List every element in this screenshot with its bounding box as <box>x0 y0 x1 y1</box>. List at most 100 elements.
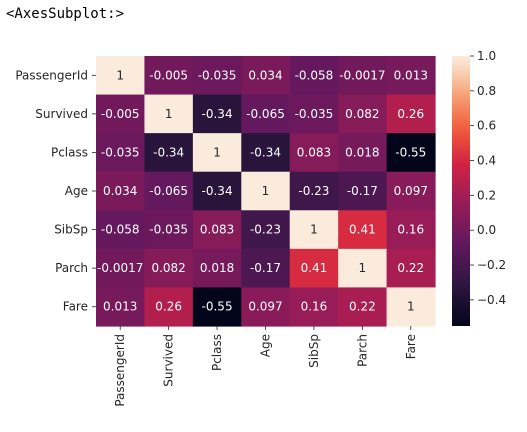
heatmap-cell <box>386 133 436 173</box>
cell-annotation: 0.034 <box>248 68 282 82</box>
heatmap-cell <box>386 56 436 96</box>
cell-annotation: -0.34 <box>153 145 184 159</box>
x-tick-label: SibSp <box>307 334 321 368</box>
heatmap-cell <box>144 287 194 327</box>
cell-annotation: 1 <box>262 184 270 198</box>
cell-annotation: 1 <box>407 300 415 314</box>
heatmap-cell <box>386 248 436 289</box>
cell-annotation: -0.058 <box>295 68 334 82</box>
cell-annotation: 1 <box>116 68 124 82</box>
heatmap-cell <box>192 210 242 250</box>
cell-annotation: 0.013 <box>103 300 137 314</box>
heatmap-cell <box>96 287 146 327</box>
heatmap-cell <box>289 171 339 211</box>
cell-annotation: 0.083 <box>297 145 331 159</box>
heatmap-cell <box>96 56 146 96</box>
cell-annotation: 0.082 <box>345 107 379 121</box>
heatmap-cell <box>96 248 146 289</box>
heatmap-cell <box>144 133 194 173</box>
cell-annotation: 0.41 <box>301 261 328 275</box>
colorbar-tick-label: 1.0 <box>477 49 496 63</box>
y-tick-label: SibSp <box>54 223 88 237</box>
heatmap-cell <box>96 94 146 134</box>
cell-annotation: 0.018 <box>345 145 379 159</box>
x-tick-label: Age <box>259 334 273 357</box>
cell-annotation: 0.018 <box>200 261 234 275</box>
y-tick-label: Survived <box>35 107 88 121</box>
heatmap-cell <box>386 287 436 327</box>
y-tick-label: Pclass <box>51 145 88 159</box>
y-tick-label: PassengerId <box>15 68 88 82</box>
colorbar-tick-label: 0.2 <box>477 188 496 202</box>
cell-annotation: -0.005 <box>149 68 188 82</box>
cell-annotation: -0.55 <box>395 145 426 159</box>
cell-annotation: -0.065 <box>246 107 285 121</box>
heatmap-cell <box>144 94 194 134</box>
cell-annotation: 0.41 <box>349 223 376 237</box>
colorbar-tick-label: 0.0 <box>477 223 496 237</box>
heatmap-cell <box>192 133 242 173</box>
cell-annotation: 0.082 <box>151 261 185 275</box>
x-tick-label: Survived <box>162 334 176 387</box>
cell-annotation: 1 <box>359 261 367 275</box>
cell-annotation: 0.22 <box>397 261 424 275</box>
cell-annotation: 1 <box>310 223 318 237</box>
heatmap-cell <box>241 56 291 96</box>
cell-annotation: 1 <box>213 145 221 159</box>
heatmap-cell <box>338 56 388 96</box>
heatmap-cell <box>96 171 146 211</box>
heatmap-cells: 1 -0.005 -0.035 0.034 -0.058 -0.0017 0.013 -0.0… <box>96 56 436 327</box>
x-tick-label: Fare <box>404 334 418 359</box>
x-tick-labels: PassengerId Survived Pclass Age SibSp Parch Fa… <box>113 325 418 407</box>
colorbar-gradient <box>452 56 470 326</box>
heatmap-cell <box>241 248 291 289</box>
heatmap-cell <box>386 210 436 250</box>
heatmap-cell <box>241 133 291 173</box>
heatmap-cell <box>338 248 388 289</box>
heatmap-cell <box>289 210 339 250</box>
y-tick-label: Age <box>65 184 88 198</box>
cell-annotation: 0.097 <box>248 300 282 314</box>
cell-annotation: -0.23 <box>298 184 329 198</box>
cell-annotation: 0.097 <box>394 184 428 198</box>
heatmap-cell <box>241 210 291 250</box>
cell-annotation: -0.17 <box>250 261 281 275</box>
cell-annotation: -0.035 <box>198 68 237 82</box>
cell-annotation: -0.55 <box>202 300 233 314</box>
heatmap-cell <box>338 133 388 173</box>
cell-annotation: -0.005 <box>101 107 140 121</box>
cell-annotation: 0.16 <box>301 300 328 314</box>
heatmap-cell <box>96 210 146 250</box>
heatmap-cell <box>192 248 242 289</box>
y-tick-label: Parch <box>55 261 88 275</box>
cell-annotation: -0.34 <box>250 145 281 159</box>
heatmap-cell <box>338 94 388 134</box>
cell-annotation: -0.035 <box>149 223 188 237</box>
cell-annotation: -0.23 <box>250 223 281 237</box>
cell-annotation: 0.083 <box>200 223 234 237</box>
heatmap-cell <box>241 94 291 134</box>
heatmap-cell <box>289 287 339 327</box>
cell-annotation: -0.34 <box>202 184 233 198</box>
x-tick-label: Parch <box>355 334 369 367</box>
colorbar-tick-label: −0.2 <box>477 258 506 272</box>
heatmap-cell <box>289 56 339 96</box>
cell-annotation: -0.035 <box>295 107 334 121</box>
colorbar-tick-label: −0.4 <box>477 293 506 307</box>
y-tick-label: Fare <box>63 300 88 314</box>
cell-annotation: 0.034 <box>103 184 137 198</box>
heatmap-cell <box>241 171 291 211</box>
x-tick-label: Pclass <box>210 334 224 371</box>
cell-annotation: -0.035 <box>101 145 140 159</box>
cell-annotation: -0.0017 <box>97 261 143 275</box>
cell-annotation: -0.17 <box>347 184 378 198</box>
heatmap-cell <box>192 171 242 211</box>
heatmap-cell <box>144 56 194 96</box>
cell-annotation: -0.058 <box>101 223 140 237</box>
heatmap-cell <box>192 94 242 134</box>
heatmap-cell <box>144 171 194 211</box>
heatmap-cell <box>289 133 339 173</box>
cell-annotation: 0.013 <box>394 68 428 82</box>
heatmap-cell <box>289 248 339 289</box>
